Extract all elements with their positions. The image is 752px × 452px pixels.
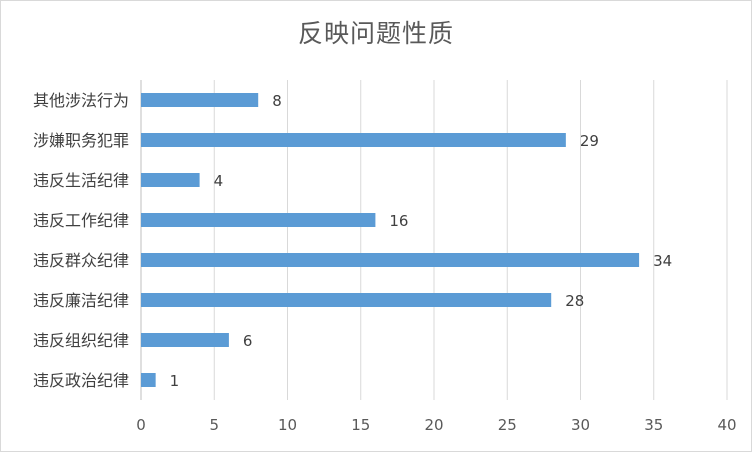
x-tick-label: 10: [278, 416, 297, 434]
x-tick-label: 20: [424, 416, 443, 434]
category-label: 违反生活纪律: [33, 171, 129, 190]
bar: [141, 333, 229, 347]
data-label: 34: [653, 252, 672, 270]
data-labels: 8 29 4 16 34 28 6 1: [170, 92, 673, 390]
x-tick-label: 25: [498, 416, 517, 434]
category-label: 其他涉法行为: [33, 91, 129, 110]
chart-title: 反映问题性质: [297, 19, 454, 48]
data-label: 16: [389, 212, 408, 230]
x-tick-label: 0: [136, 416, 146, 434]
bars: [141, 93, 640, 387]
bar: [141, 253, 640, 267]
category-label: 违反廉洁纪律: [33, 291, 129, 310]
category-label: 违反工作纪律: [33, 211, 129, 230]
category-label: 违反组织纪律: [33, 331, 129, 350]
category-label: 违反政治纪律: [33, 371, 129, 390]
bar: [141, 133, 566, 147]
x-tick-label: 40: [717, 416, 736, 434]
x-tick-label: 5: [209, 416, 219, 434]
data-label: 8: [272, 92, 282, 110]
bar: [141, 373, 156, 387]
gridlines: [213, 80, 728, 400]
bar: [141, 213, 376, 227]
data-label: 1: [170, 372, 180, 390]
x-tick-label: 15: [351, 416, 370, 434]
data-label: 6: [243, 332, 253, 350]
value-axis-ticks: 0 5 10 15 20 25 30 35 40: [136, 416, 736, 434]
bar: [141, 173, 200, 187]
x-tick-label: 35: [644, 416, 663, 434]
x-tick-label: 30: [571, 416, 590, 434]
category-labels: 其他涉法行为涉嫌职务犯罪违反生活纪律违反工作纪律违反群众纪律违反廉洁纪律违反组织…: [33, 91, 129, 390]
data-label: 28: [565, 292, 584, 310]
category-label: 涉嫌职务犯罪: [33, 131, 129, 150]
bar: [141, 93, 259, 107]
data-label: 4: [214, 172, 224, 190]
bar: [141, 293, 552, 307]
category-label: 违反群众纪律: [33, 251, 129, 270]
data-label: 29: [580, 132, 599, 150]
